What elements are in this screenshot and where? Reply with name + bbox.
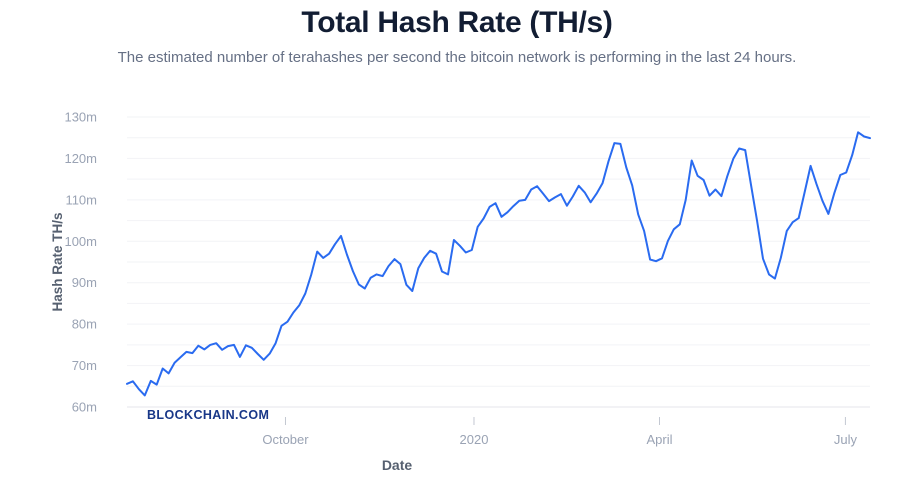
- x-axis-tick-label: July: [834, 432, 858, 447]
- y-axis-tick-label: 110m: [65, 192, 97, 207]
- x-axis-tick-label: October: [262, 432, 309, 447]
- y-axis-title: Hash Rate TH/s: [50, 212, 65, 311]
- y-axis-tick-label: 100m: [64, 234, 97, 249]
- plot-area[interactable]: [127, 105, 870, 407]
- hash-rate-line: [126, 131, 871, 397]
- y-axis-tick-label: 130m: [64, 110, 97, 125]
- x-axis-tick-label: 2020: [460, 432, 489, 447]
- page-title: Total Hash Rate (TH/s): [301, 6, 613, 39]
- page-subtitle: The estimated number of terahashes per s…: [117, 49, 797, 66]
- x-axis-tick-label: April: [647, 432, 673, 447]
- y-axis-tick-label: 120m: [64, 151, 97, 166]
- series-group: [126, 131, 871, 397]
- x-axis-title: Date: [382, 457, 413, 473]
- y-axis-tick-label: 70m: [72, 358, 97, 373]
- y-axis: 130m 120m 110m 100m 90m 80m 70m 60m: [64, 110, 97, 415]
- x-axis: October 2020 April July: [262, 417, 857, 447]
- y-axis-tick-label: 80m: [72, 317, 97, 332]
- blockchain-watermark: BLOCKCHAIN.COM: [147, 408, 269, 422]
- y-axis-tick-label: 90m: [72, 275, 97, 290]
- y-axis-tick-label: 60m: [72, 400, 97, 415]
